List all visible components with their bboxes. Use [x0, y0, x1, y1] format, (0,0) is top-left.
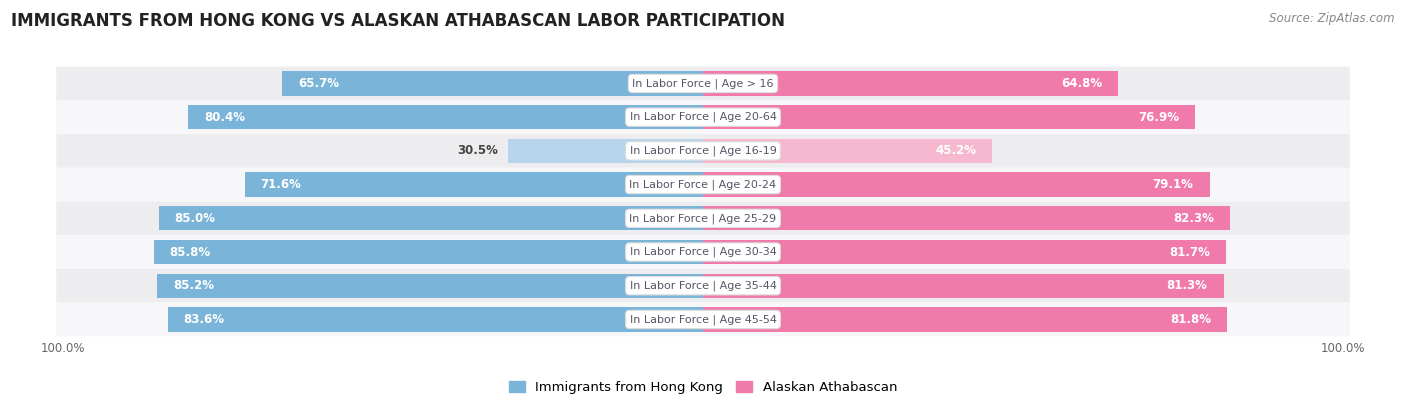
FancyBboxPatch shape [56, 269, 1350, 303]
Text: In Labor Force | Age 25-29: In Labor Force | Age 25-29 [630, 213, 776, 224]
Bar [703, 71, 1118, 96]
Text: 85.0%: 85.0% [174, 212, 215, 225]
Bar [167, 307, 703, 332]
Bar [157, 274, 703, 298]
Text: 45.2%: 45.2% [935, 144, 976, 157]
Text: In Labor Force | Age 30-34: In Labor Force | Age 30-34 [630, 247, 776, 257]
Bar [245, 173, 703, 197]
Text: 85.8%: 85.8% [170, 246, 211, 259]
Bar [703, 274, 1223, 298]
Text: 81.3%: 81.3% [1167, 279, 1208, 292]
FancyBboxPatch shape [56, 168, 1350, 201]
FancyBboxPatch shape [56, 201, 1350, 235]
Text: In Labor Force | Age 20-64: In Labor Force | Age 20-64 [630, 112, 776, 122]
Legend: Immigrants from Hong Kong, Alaskan Athabascan: Immigrants from Hong Kong, Alaskan Athab… [509, 381, 897, 394]
Text: 82.3%: 82.3% [1173, 212, 1213, 225]
Bar [703, 173, 1209, 197]
Text: 79.1%: 79.1% [1153, 178, 1194, 191]
Bar [703, 240, 1226, 264]
Text: In Labor Force | Age > 16: In Labor Force | Age > 16 [633, 78, 773, 89]
Text: 81.8%: 81.8% [1170, 313, 1211, 326]
Text: 80.4%: 80.4% [204, 111, 245, 124]
FancyBboxPatch shape [56, 134, 1350, 168]
Text: In Labor Force | Age 35-44: In Labor Force | Age 35-44 [630, 280, 776, 291]
Bar [508, 139, 703, 163]
Text: 65.7%: 65.7% [298, 77, 339, 90]
Bar [703, 139, 993, 163]
Text: IMMIGRANTS FROM HONG KONG VS ALASKAN ATHABASCAN LABOR PARTICIPATION: IMMIGRANTS FROM HONG KONG VS ALASKAN ATH… [11, 12, 785, 30]
Text: 85.2%: 85.2% [173, 279, 215, 292]
Text: 83.6%: 83.6% [184, 313, 225, 326]
Text: 71.6%: 71.6% [260, 178, 301, 191]
Bar [703, 105, 1195, 129]
FancyBboxPatch shape [56, 235, 1350, 269]
Text: In Labor Force | Age 16-19: In Labor Force | Age 16-19 [630, 146, 776, 156]
Text: 76.9%: 76.9% [1139, 111, 1180, 124]
Bar [188, 105, 703, 129]
Text: 81.7%: 81.7% [1170, 246, 1211, 259]
Bar [153, 240, 703, 264]
FancyBboxPatch shape [56, 303, 1350, 336]
Bar [703, 206, 1230, 230]
FancyBboxPatch shape [56, 67, 1350, 100]
FancyBboxPatch shape [56, 100, 1350, 134]
Text: In Labor Force | Age 20-24: In Labor Force | Age 20-24 [630, 179, 776, 190]
Text: 30.5%: 30.5% [457, 144, 498, 157]
Bar [283, 71, 703, 96]
Bar [703, 307, 1227, 332]
Bar [159, 206, 703, 230]
Text: Source: ZipAtlas.com: Source: ZipAtlas.com [1270, 12, 1395, 25]
Text: In Labor Force | Age 45-54: In Labor Force | Age 45-54 [630, 314, 776, 325]
Text: 64.8%: 64.8% [1060, 77, 1102, 90]
